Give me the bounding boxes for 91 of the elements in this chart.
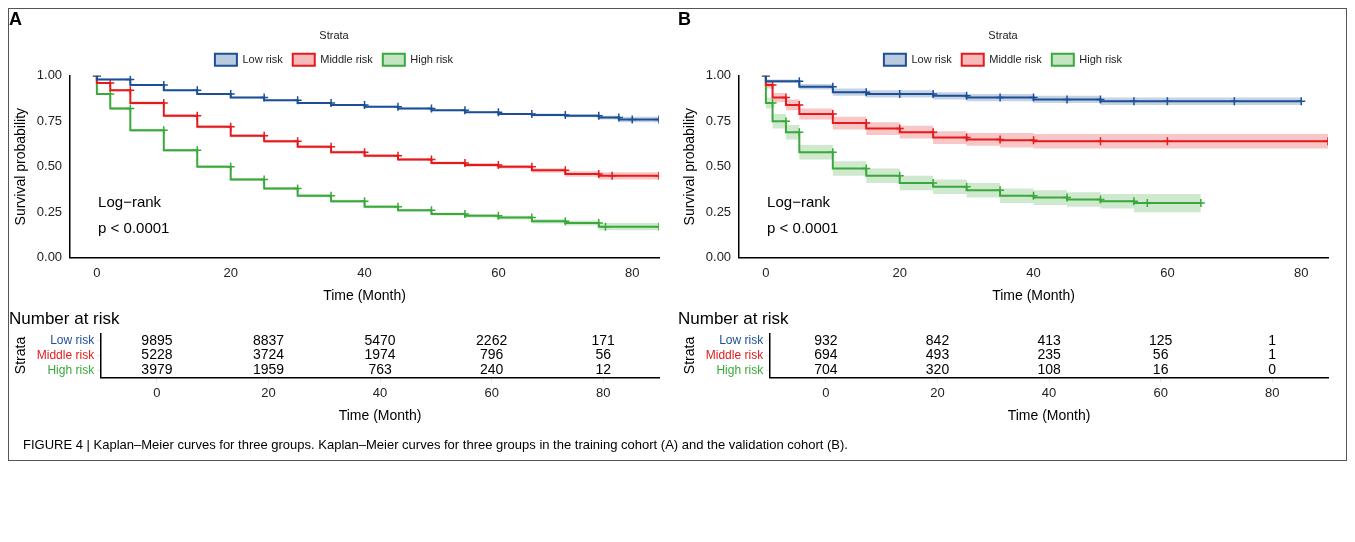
data-label: 56 [1152,346,1169,363]
x-tick-label: 0 [822,384,830,400]
x-tick-label: 80 [1294,264,1309,280]
data-label: 932 [814,331,838,348]
data-label: 1974 [364,346,396,363]
data-label: 9895 [141,331,173,348]
y-tick-label: 0.75 [705,112,732,128]
x-tick-label: 0 [153,384,161,400]
x-tick-label: 60 [484,384,499,400]
data-label: 796 [479,346,504,363]
x-tick-label: 40 [1026,264,1041,280]
x-axis-title: Time (Month) [992,287,1075,304]
y-axis-title: Survival probability [12,107,29,226]
x-tick-label: 40 [1041,384,1057,400]
chart-title: Number at risk [9,308,121,328]
y-tick-label: 0.00 [705,249,732,265]
data-label: 493 [925,346,950,363]
data-label: 763 [368,361,392,378]
x-axis-title: Time (Month) [323,287,406,304]
data-label: 3979 [141,361,173,378]
x-axis-title: Time (Month) [1007,407,1091,424]
data-label: 3724 [252,346,285,363]
data-label: 5228 [141,346,173,363]
annotation: p < 0.0001 [767,219,839,237]
legend-label: Low risk [911,52,953,65]
x-tick-label: 40 [372,384,388,400]
x-tick-label: 80 [625,264,640,280]
y-tick-label: Middle risk [705,347,765,362]
annotation: Log−rank [98,193,162,211]
legend-label: Low risk [242,52,284,65]
legend-title: Strata [988,29,1019,42]
data-label: 0 [1268,361,1277,378]
data-label: 12 [595,361,612,378]
x-tick-label: 60 [1153,384,1168,400]
x-tick-label: 0 [762,264,770,280]
data-label: 1 [1268,346,1277,363]
legend-label: High risk [410,52,454,65]
data-label: 842 [925,331,950,348]
annotation: p < 0.0001 [98,219,170,237]
data-label: 5470 [364,331,396,348]
data-label: 413 [1037,331,1061,348]
data-label: 1959 [252,361,285,378]
legend-title: Strata [319,29,350,42]
data-label: 1 [1268,331,1277,348]
y-tick-label: 0.25 [705,203,732,219]
x-tick-label: 60 [491,264,506,280]
data-label: 694 [814,346,838,363]
chart-title: Number at risk [678,308,790,328]
x-axis-title: Time (Month) [338,407,422,424]
caption: FIGURE 4 | Kaplan–Meier curves for three groups. Kaplan–Meier curves for three groups in the training cohort (A) and the validation cohort (B). [23,437,849,452]
legend-label: Middle risk [320,52,374,65]
y-tick-label: 1.00 [705,67,732,83]
data-label: 108 [1037,361,1061,378]
data-label: 56 [595,346,612,363]
y-tick-label: 1.00 [36,67,63,83]
legend-label: High risk [1079,52,1123,65]
y-tick-label: 0.25 [36,203,63,219]
y-axis-title: Survival probability [681,107,698,226]
y-tick-label: Low risk [719,333,765,348]
data-label: 320 [925,361,950,378]
y-tick-label: 0.00 [36,249,63,265]
y-tick-label: Low risk [50,333,96,348]
x-tick-label: 0 [93,264,101,280]
x-tick-label: 60 [1160,264,1175,280]
x-tick-label: 20 [223,264,238,280]
data-label: 2262 [476,331,508,348]
y-axis-title: Strata [681,336,698,375]
x-tick-label: 80 [1264,384,1280,400]
x-tick-label: 40 [357,264,372,280]
data-label: 16 [1152,361,1169,378]
chart-title: A [9,8,22,29]
data-label: 235 [1037,346,1061,363]
x-tick-label: 20 [892,264,907,280]
annotation: Log−rank [767,193,831,211]
data-label: 171 [591,331,616,348]
data-label: 125 [1148,331,1173,348]
x-tick-label: 20 [930,384,945,400]
y-tick-label: High risk [47,362,96,377]
y-axis-title: Strata [12,336,29,375]
data-label: 240 [479,361,504,378]
y-tick-label: High risk [716,362,765,377]
data-label: 704 [814,361,838,378]
y-tick-label: 0.50 [36,158,63,174]
y-tick-label: 0.50 [705,158,732,174]
chart-title: B [678,8,691,29]
x-tick-label: 80 [595,384,611,400]
legend-label: Middle risk [989,52,1043,65]
y-tick-label: 0.75 [36,112,63,128]
y-tick-label: Middle risk [36,347,96,362]
x-tick-label: 20 [261,384,276,400]
data-label: 8837 [252,331,285,348]
